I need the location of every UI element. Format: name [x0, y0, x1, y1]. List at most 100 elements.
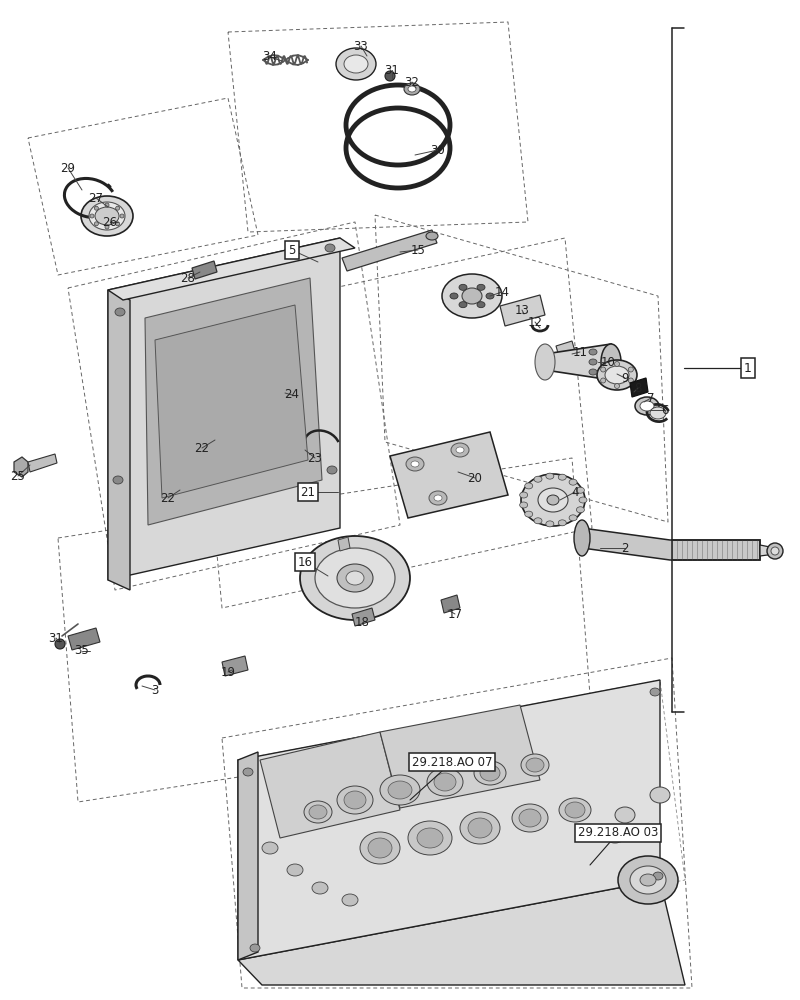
Ellipse shape: [346, 571, 364, 585]
Text: 24: 24: [285, 388, 299, 401]
Text: 16: 16: [298, 556, 313, 568]
Text: 29.218.AO 03: 29.218.AO 03: [578, 826, 658, 840]
Ellipse shape: [115, 308, 125, 316]
Text: 13: 13: [514, 304, 530, 316]
Ellipse shape: [640, 401, 654, 411]
Text: 2: 2: [622, 542, 629, 554]
Ellipse shape: [618, 856, 678, 904]
Text: 23: 23: [307, 452, 322, 464]
Ellipse shape: [287, 864, 303, 876]
Ellipse shape: [417, 828, 443, 848]
Text: 12: 12: [527, 316, 542, 328]
Circle shape: [116, 222, 120, 226]
Text: 6: 6: [662, 403, 669, 416]
Ellipse shape: [615, 807, 635, 823]
Ellipse shape: [577, 487, 585, 493]
Ellipse shape: [404, 83, 420, 95]
Ellipse shape: [520, 502, 528, 508]
Text: 7: 7: [647, 391, 654, 404]
Text: 29.218.AO 07: 29.218.AO 07: [412, 756, 492, 768]
Ellipse shape: [450, 293, 458, 299]
Circle shape: [601, 367, 606, 372]
Ellipse shape: [427, 768, 463, 796]
Ellipse shape: [538, 488, 568, 512]
Polygon shape: [108, 238, 340, 580]
Ellipse shape: [89, 202, 125, 230]
Ellipse shape: [477, 284, 485, 290]
Text: 35: 35: [74, 645, 90, 658]
Polygon shape: [192, 261, 217, 279]
Text: 3: 3: [151, 684, 158, 696]
Ellipse shape: [650, 688, 660, 696]
Polygon shape: [68, 628, 100, 650]
Text: 34: 34: [262, 50, 278, 64]
Ellipse shape: [262, 842, 278, 854]
Ellipse shape: [526, 758, 544, 772]
Text: 21: 21: [301, 486, 315, 498]
Text: 18: 18: [354, 615, 370, 629]
Circle shape: [614, 383, 619, 388]
Circle shape: [55, 639, 65, 649]
Ellipse shape: [250, 944, 260, 952]
Ellipse shape: [569, 515, 577, 521]
Ellipse shape: [558, 520, 566, 526]
Polygon shape: [145, 278, 322, 525]
Polygon shape: [630, 378, 648, 397]
Text: 26: 26: [102, 216, 118, 229]
Ellipse shape: [653, 872, 663, 880]
Ellipse shape: [569, 479, 577, 485]
Ellipse shape: [589, 359, 597, 365]
Polygon shape: [28, 454, 57, 472]
Ellipse shape: [336, 48, 376, 80]
Ellipse shape: [512, 804, 548, 832]
Ellipse shape: [480, 765, 500, 781]
Text: 19: 19: [221, 666, 235, 678]
Ellipse shape: [559, 798, 591, 822]
Ellipse shape: [429, 491, 447, 505]
Ellipse shape: [360, 832, 400, 864]
Ellipse shape: [243, 768, 253, 776]
Ellipse shape: [650, 787, 670, 803]
Ellipse shape: [81, 196, 133, 236]
Text: 4: 4: [571, 486, 578, 498]
Ellipse shape: [520, 492, 528, 498]
Ellipse shape: [477, 302, 485, 308]
Ellipse shape: [113, 476, 123, 484]
Ellipse shape: [337, 564, 373, 592]
Polygon shape: [238, 680, 660, 960]
Circle shape: [90, 214, 94, 218]
Ellipse shape: [442, 274, 502, 318]
Text: 17: 17: [447, 607, 462, 620]
Polygon shape: [260, 732, 400, 838]
Polygon shape: [222, 656, 248, 676]
Ellipse shape: [535, 344, 555, 380]
Text: 33: 33: [354, 39, 368, 52]
Polygon shape: [380, 705, 540, 808]
Text: 28: 28: [181, 271, 195, 284]
Ellipse shape: [327, 466, 337, 474]
Ellipse shape: [344, 55, 368, 73]
Ellipse shape: [325, 244, 335, 252]
Ellipse shape: [337, 786, 373, 814]
Text: 5: 5: [288, 243, 296, 256]
Text: 32: 32: [405, 76, 419, 89]
Ellipse shape: [546, 473, 554, 479]
Circle shape: [385, 71, 395, 81]
Text: 22: 22: [161, 491, 175, 504]
Ellipse shape: [558, 474, 566, 480]
Text: 29: 29: [61, 161, 75, 174]
Ellipse shape: [635, 397, 659, 415]
Ellipse shape: [344, 791, 366, 809]
Text: 14: 14: [494, 286, 510, 298]
Circle shape: [628, 367, 634, 372]
Ellipse shape: [601, 344, 621, 380]
Ellipse shape: [388, 781, 412, 799]
Polygon shape: [441, 595, 460, 613]
Ellipse shape: [459, 284, 467, 290]
Ellipse shape: [474, 761, 506, 785]
Ellipse shape: [546, 521, 554, 527]
Ellipse shape: [312, 882, 328, 894]
Polygon shape: [238, 752, 258, 960]
Polygon shape: [500, 295, 545, 326]
Ellipse shape: [771, 547, 779, 555]
